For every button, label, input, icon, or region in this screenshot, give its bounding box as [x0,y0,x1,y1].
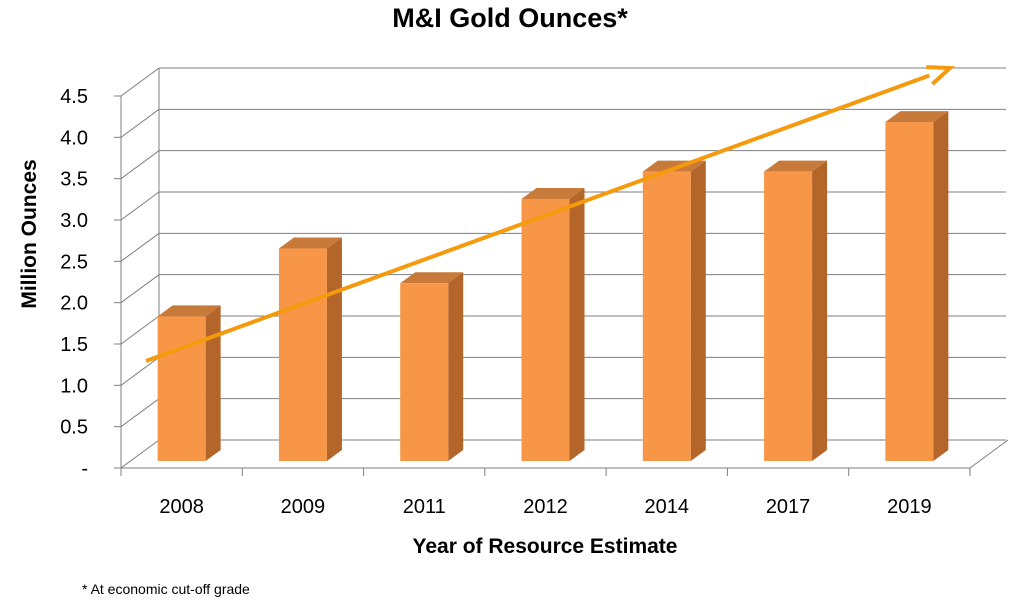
gridline-diagonal [120,232,160,262]
bar-front [400,283,449,461]
bar-side [690,160,706,461]
bar-front [521,198,570,462]
bar-side [205,305,221,461]
x-tick-label: 2014 [645,496,690,518]
bar [764,160,828,461]
footnote: * At economic cut-off grade [82,581,250,597]
y-tick-label: 4.0 [60,127,88,149]
y-tick-label: - [81,458,88,480]
x-tick-label: 2012 [523,496,568,518]
chart-title: M&I Gold Ounces* [392,3,628,33]
bar-front [764,171,813,461]
axes [114,68,1009,476]
bar [278,237,342,461]
y-tick-label: 3.5 [60,169,88,191]
x-tick-label: 2008 [159,496,204,518]
floor-right-edge [969,439,1009,469]
bar-front [278,248,327,461]
gridline-diagonal [120,108,160,138]
y-axis-title: Million Ounces [18,159,41,308]
trend-arrowhead [926,65,955,86]
bar-top [278,237,342,249]
gridline-diagonal [120,191,160,221]
bar [885,111,949,462]
y-tick-label: 1.0 [60,375,88,397]
gridline-diagonal [120,439,160,469]
trend-line [145,73,931,363]
gridline-diagonal [120,150,160,180]
bar [400,272,464,461]
gridline-diagonal [120,398,160,428]
gridline-diagonal [120,274,160,304]
bar-front [157,316,206,461]
bar-top [400,272,464,284]
bar-side [933,111,949,462]
bar [642,160,706,461]
bar [157,305,221,461]
y-tick-label: 2.0 [60,293,88,315]
bars [157,111,949,462]
y-tick-label: 3.0 [60,210,88,232]
bar-side [812,160,828,461]
bar-front [642,171,691,461]
y-tick-label: 2.5 [60,251,88,273]
x-tick-labels: 2008 2009 2011 2012 2014 2017 2019 [159,496,931,518]
y-tick-label: 0.5 [60,417,88,439]
x-axis-title: Year of Resource Estimate [413,535,678,558]
x-tick-label: 2017 [766,496,811,518]
bar-side [569,187,585,462]
bar-side [448,272,464,461]
bar-side [326,237,342,461]
y-tick-label: 4.5 [60,86,88,108]
bar [521,187,585,462]
gridline-diagonal [120,67,160,97]
bar-top [521,187,585,199]
x-tick-label: 2009 [281,496,326,518]
bar-top [764,160,828,172]
x-tick-label: 2011 [403,496,446,518]
gridline-diagonal [120,315,160,345]
y-tick-label: 1.5 [60,334,88,356]
gridline-diagonal [120,356,160,386]
trend-arrow [145,65,955,363]
bar-top [157,305,221,317]
y-tick-labels: - 0.5 1.0 1.5 2.0 2.5 3.0 3.5 4.0 4.5 [60,86,88,480]
x-tick-label: 2019 [887,496,932,518]
bar-front [885,122,934,462]
bar-top [885,111,949,123]
